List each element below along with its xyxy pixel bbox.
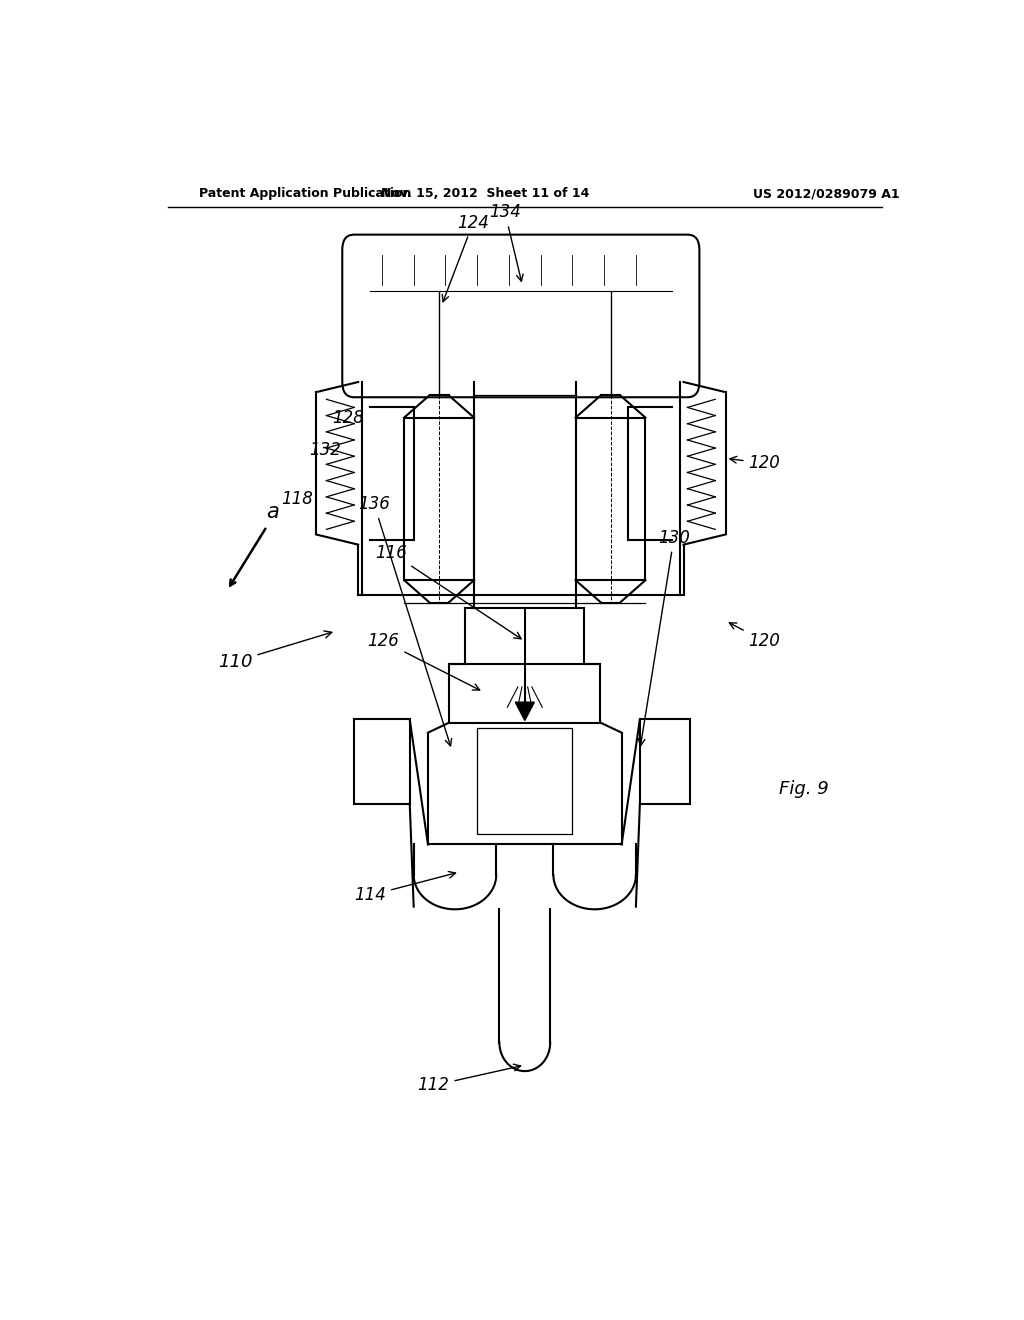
Text: 114: 114 (354, 871, 456, 904)
Text: US 2012/0289079 A1: US 2012/0289079 A1 (753, 187, 900, 201)
Bar (477, 727, 572, 834)
Bar (640, 719, 690, 804)
Text: 126: 126 (368, 632, 479, 690)
Bar (575, 417, 645, 581)
Polygon shape (515, 702, 535, 721)
Text: 128: 128 (333, 409, 365, 426)
Text: 134: 134 (489, 203, 523, 281)
Text: 118: 118 (282, 490, 313, 508)
Text: 124: 124 (442, 214, 489, 302)
Text: a: a (266, 502, 279, 523)
Text: 130: 130 (638, 528, 690, 746)
Text: 136: 136 (358, 495, 452, 746)
Text: Patent Application Publication: Patent Application Publication (200, 187, 412, 201)
Text: 120: 120 (729, 623, 780, 651)
Text: Fig. 9: Fig. 9 (778, 780, 828, 797)
Text: 116: 116 (376, 544, 521, 639)
Text: 110: 110 (218, 631, 332, 671)
Text: 132: 132 (309, 441, 341, 459)
Bar (354, 719, 410, 804)
Bar (404, 417, 474, 581)
FancyBboxPatch shape (342, 235, 699, 397)
Text: 120: 120 (730, 454, 780, 473)
Text: Nov. 15, 2012  Sheet 11 of 14: Nov. 15, 2012 Sheet 11 of 14 (381, 187, 589, 201)
Text: 112: 112 (418, 1064, 520, 1094)
Bar (450, 664, 600, 722)
